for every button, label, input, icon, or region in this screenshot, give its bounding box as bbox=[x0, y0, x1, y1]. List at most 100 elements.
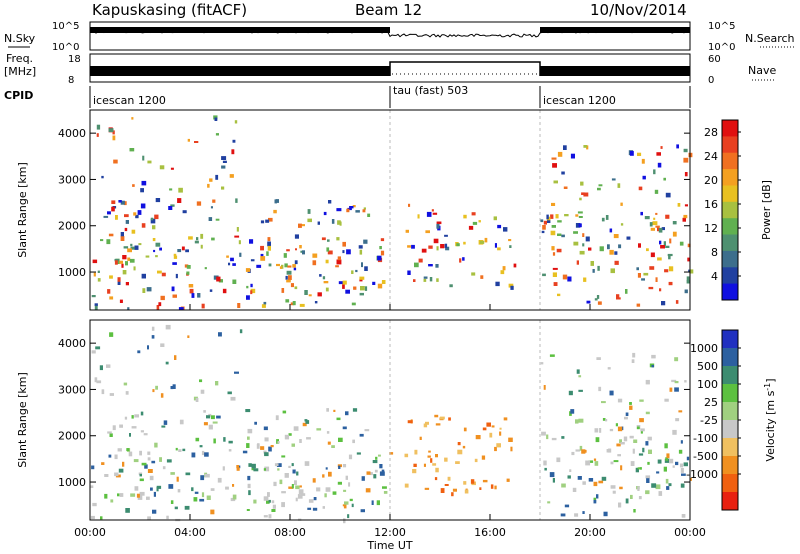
echo-cell bbox=[610, 268, 615, 274]
echo-cell bbox=[127, 307, 130, 310]
echo-cell bbox=[557, 233, 562, 236]
echo-cell bbox=[425, 230, 430, 234]
echo-cell bbox=[418, 258, 423, 263]
echo-cell bbox=[104, 474, 109, 477]
echo-cell bbox=[631, 359, 635, 363]
echo-cell bbox=[683, 214, 688, 219]
echo-cell bbox=[508, 437, 513, 442]
echo-cell bbox=[108, 454, 112, 458]
echo-cell bbox=[557, 151, 563, 157]
echo-cell bbox=[117, 493, 120, 497]
echo-cell bbox=[404, 483, 409, 488]
echo-cell bbox=[171, 286, 175, 292]
echo-cell bbox=[112, 425, 116, 431]
echo-cell bbox=[684, 289, 688, 294]
echo-cell bbox=[123, 382, 128, 386]
echo-cell bbox=[268, 514, 272, 519]
echo-cell bbox=[136, 493, 140, 498]
echo-cell bbox=[681, 514, 686, 518]
echo-cell bbox=[94, 377, 98, 383]
colorbar-segment bbox=[722, 384, 738, 403]
colorbar-segment bbox=[722, 218, 738, 236]
echo-cell bbox=[271, 500, 275, 504]
echo-cell bbox=[674, 387, 679, 392]
cpid-label: CPID bbox=[4, 89, 33, 102]
echo-cell bbox=[480, 275, 484, 279]
echo-cell bbox=[497, 247, 501, 251]
echo-cell bbox=[543, 385, 546, 390]
echo-cell bbox=[378, 454, 381, 457]
echo-cell bbox=[435, 454, 438, 458]
echo-cell bbox=[250, 283, 253, 288]
echo-cell bbox=[546, 214, 549, 220]
colorbar-segment bbox=[722, 185, 738, 203]
echo-cell bbox=[482, 479, 488, 483]
echo-cell bbox=[118, 200, 122, 203]
echo-cell bbox=[285, 299, 290, 303]
echo-cell bbox=[129, 258, 135, 263]
echo-cell bbox=[312, 507, 318, 511]
echo-cell bbox=[139, 450, 142, 456]
echo-cell bbox=[343, 489, 347, 492]
echo-cell bbox=[474, 458, 478, 463]
echo-cell bbox=[358, 245, 363, 249]
echo-cell bbox=[588, 478, 594, 482]
echo-cell bbox=[643, 272, 649, 276]
echo-cell bbox=[294, 480, 297, 486]
echo-cell bbox=[669, 458, 674, 464]
echo-cell bbox=[436, 246, 439, 251]
echo-cell bbox=[612, 490, 616, 494]
colorbar-segment bbox=[722, 438, 738, 457]
echo-cell bbox=[321, 237, 326, 241]
echo-cell bbox=[675, 300, 679, 304]
echo-cell bbox=[494, 485, 497, 490]
echo-cell bbox=[260, 253, 264, 257]
echo-cell bbox=[575, 214, 579, 217]
echo-cell bbox=[308, 499, 314, 503]
echo-cell bbox=[277, 468, 280, 471]
echo-cell bbox=[654, 189, 659, 194]
echo-cell bbox=[359, 278, 363, 282]
echo-cell bbox=[204, 267, 207, 270]
echo-cell bbox=[165, 324, 171, 330]
echo-cell bbox=[355, 210, 360, 213]
echo-cell bbox=[689, 477, 692, 481]
echo-cell bbox=[140, 411, 144, 416]
echo-cell bbox=[496, 443, 501, 448]
echo-cell bbox=[355, 269, 358, 273]
echo-cell bbox=[641, 278, 645, 281]
echo-cell bbox=[491, 425, 495, 428]
echo-cell bbox=[364, 266, 368, 271]
echo-cell bbox=[660, 146, 663, 149]
echo-cell bbox=[573, 241, 579, 246]
echo-cell bbox=[580, 181, 584, 186]
echo-cell bbox=[686, 276, 690, 281]
echo-cell bbox=[657, 162, 662, 168]
echo-cell bbox=[596, 494, 599, 499]
echo-cell bbox=[119, 493, 124, 497]
echo-cell bbox=[457, 442, 461, 446]
echo-cell bbox=[408, 203, 411, 207]
echo-cell bbox=[598, 386, 602, 392]
echo-cell bbox=[326, 247, 330, 252]
echo-cell bbox=[112, 130, 115, 135]
freq-step bbox=[389, 61, 541, 76]
echo-cell bbox=[147, 451, 151, 455]
echo-cell bbox=[342, 250, 345, 254]
echo-cell bbox=[605, 419, 608, 422]
echo-cell bbox=[132, 184, 135, 187]
echo-cell bbox=[250, 259, 255, 262]
echo-cell bbox=[137, 494, 143, 500]
echo-cell bbox=[111, 206, 115, 212]
echo-cell bbox=[573, 231, 578, 234]
echo-cell bbox=[91, 350, 96, 354]
echo-cell bbox=[648, 449, 652, 454]
cpid-row: CPID icescan 1200 tau (fast) 503 icescan… bbox=[4, 84, 691, 108]
echo-cell bbox=[379, 471, 385, 476]
echo-cell bbox=[551, 437, 557, 441]
echo-cell bbox=[325, 487, 331, 492]
echo-cell bbox=[647, 436, 652, 441]
echo-cell bbox=[150, 218, 156, 224]
colorbar-tick-label: -500 bbox=[693, 450, 718, 463]
echo-cell bbox=[133, 459, 139, 463]
